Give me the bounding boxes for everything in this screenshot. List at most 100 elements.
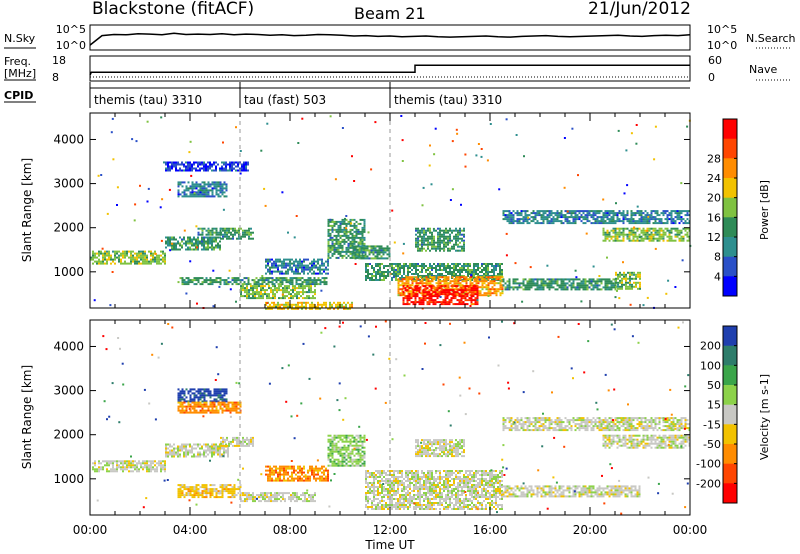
range-gate-cell [455, 278, 458, 281]
range-gate-cell [414, 289, 417, 292]
range-gate-cell [331, 252, 334, 255]
range-gate-cell [315, 281, 318, 284]
range-gate-cell [207, 238, 209, 241]
range-gate-cell [538, 284, 541, 287]
range-gate-cell [203, 281, 206, 284]
range-gate-cell [459, 245, 461, 248]
range-gate-cell [217, 396, 220, 399]
range-gate-cell [247, 277, 250, 280]
range-gate-cell [305, 305, 307, 308]
range-gate-cell [642, 233, 645, 236]
range-gate-cell [175, 447, 177, 450]
range-gate-cell [633, 285, 635, 288]
range-gate-cell [538, 210, 541, 213]
range-gate-cell [132, 260, 134, 263]
range-gate-cell [650, 233, 653, 236]
range-gate-cell [434, 303, 437, 306]
range-gate-cell [598, 280, 601, 283]
range-gate-cell [455, 275, 457, 277]
range-gate-cell [493, 284, 496, 287]
range-gate-cell [451, 239, 453, 242]
range-gate-cell [128, 256, 130, 259]
range-gate-cell [429, 237, 431, 240]
range-gate-cell [427, 237, 429, 240]
range-gate-cell [493, 267, 495, 269]
range-gate-cell [489, 123, 492, 125]
range-gate-cell [150, 470, 152, 473]
range-gate-cell [682, 218, 685, 221]
range-gate-cell [97, 174, 100, 177]
range-gate-cell [528, 222, 531, 225]
range-gate-cell [440, 291, 443, 294]
range-gate-cell [301, 307, 303, 310]
range-gate-cell [237, 277, 240, 280]
range-gate-cell [554, 280, 557, 283]
range-gate-cell [668, 229, 671, 232]
range-gate-cell [215, 193, 218, 196]
range-gate-cell [365, 267, 367, 269]
range-gate-cell [321, 258, 323, 261]
range-gate-cell [461, 237, 463, 240]
range-gate-cell [247, 163, 249, 166]
range-gate-cell [199, 240, 201, 243]
range-gate-cell [165, 163, 167, 166]
range-gate-cell [664, 218, 667, 221]
range-gate-cell [219, 169, 221, 172]
range-gate-cell [252, 297, 254, 300]
range-gate-cell [686, 125, 689, 128]
range-gate-cell [406, 285, 409, 288]
range-gate-cell [556, 288, 559, 291]
range-gate-cell [226, 436, 228, 439]
range-gate-cell [372, 253, 375, 256]
range-gate-cell [542, 216, 545, 219]
range-gate-cell [211, 229, 214, 232]
range-gate-cell [431, 243, 433, 246]
range-gate-cell [260, 295, 262, 298]
range-gate-cell [522, 216, 525, 219]
range-gate-cell [197, 390, 200, 393]
range-gate-cell [598, 222, 601, 225]
range-gate-cell [314, 289, 316, 292]
range-gate-cell [341, 305, 343, 308]
range-gate-cell [576, 284, 579, 287]
range-gate-cell [654, 231, 657, 234]
range-gate-cell [175, 248, 177, 251]
range-gate-cell [240, 295, 242, 298]
range-gate-cell [327, 220, 330, 223]
range-gate-cell [391, 277, 393, 279]
range-gate-cell [293, 264, 295, 267]
range-gate-cell [473, 273, 475, 275]
range-gate-cell [485, 294, 488, 297]
range-gate-cell [349, 218, 352, 221]
range-gate-cell [371, 267, 373, 269]
range-gate-cell [295, 281, 298, 284]
range-gate-cell [271, 301, 273, 304]
range-gate-cell [435, 241, 437, 244]
range-gate-cell [250, 440, 252, 443]
range-gate-cell [436, 297, 439, 300]
range-gate-cell [622, 235, 625, 238]
range-gate-cell [623, 283, 625, 286]
range-gate-cell [266, 122, 269, 125]
range-gate-cell [126, 468, 128, 471]
range-gate-cell [345, 228, 348, 231]
range-gate-cell [632, 220, 635, 223]
range-gate-cell [183, 392, 186, 395]
range-gate-cell [300, 285, 302, 288]
range-gate-cell [177, 398, 180, 401]
range-gate-cell [211, 449, 213, 452]
range-gate-cell [100, 252, 102, 255]
range-gate-cell [660, 212, 663, 215]
range-gate-cell [487, 282, 490, 285]
range-gate-cell [497, 290, 500, 293]
range-gate-cell [347, 254, 350, 257]
range-gate-cell [248, 291, 250, 294]
range-gate-cell [528, 284, 531, 287]
range-gate-cell [319, 264, 321, 267]
range-gate-cell [181, 163, 183, 166]
range-gate-cell [238, 444, 240, 447]
range-gate-cell [205, 165, 207, 168]
range-gate-cell [635, 273, 637, 276]
range-gate-cell [536, 214, 539, 217]
range-gate-cell [498, 188, 501, 191]
